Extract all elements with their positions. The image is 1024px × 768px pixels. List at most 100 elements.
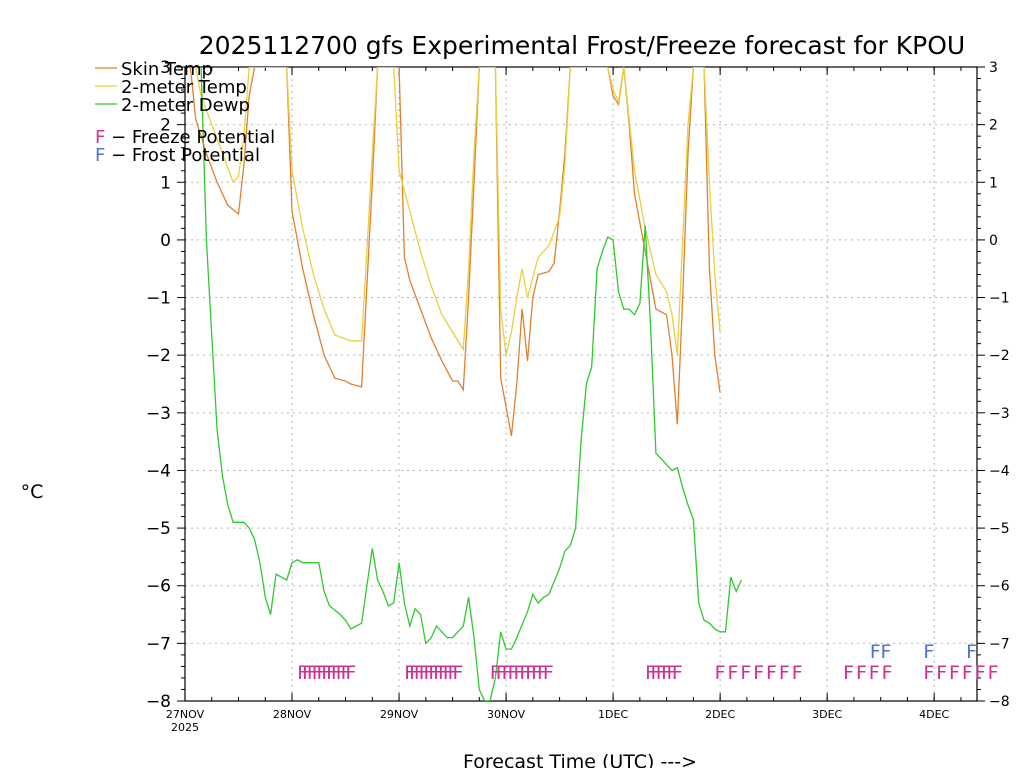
freeze-marker: F — [962, 662, 973, 684]
legend-label: 2-meter Dewp — [121, 95, 250, 116]
left-tick-label: 1 — [160, 173, 171, 193]
x-tick-label: 2DEC — [705, 708, 735, 721]
left-tick-label: −7 — [146, 634, 171, 654]
freeze-marker: F — [740, 662, 751, 684]
freeze-marker: F — [331, 662, 342, 684]
freeze-marker: F — [650, 662, 661, 684]
freeze-marker: F — [656, 662, 667, 684]
freeze-marker: F — [433, 662, 444, 684]
x-tick-label: 1DEC — [598, 708, 628, 721]
freeze-marker: F — [715, 662, 726, 684]
right-y-axis-ticks: 3 2 1 0 −1 −2 −3 −4 −5 −6 −7 −8 — [977, 60, 1010, 710]
frost-marker: F — [881, 641, 892, 663]
freeze-marker: F — [779, 662, 790, 684]
left-y-axis-ticks: 3 2 1 0 −1 −2 −3 −4 −5 −6 −7 −8 — [146, 58, 185, 712]
freeze-marker: F — [502, 662, 513, 684]
freeze-marker: F — [923, 662, 934, 684]
freeze-marker: F — [988, 662, 999, 684]
freeze-marker: F — [882, 662, 893, 684]
legend-potential: F − Frost Potential — [95, 145, 260, 166]
freeze-marker: F — [490, 662, 501, 684]
freeze-marker: F — [537, 662, 548, 684]
series-line-skin-temp — [189, 67, 721, 437]
right-tick-label: −6 — [989, 579, 1010, 595]
freeze-marker: F — [404, 662, 415, 684]
right-tick-label: −1 — [989, 291, 1010, 307]
grid-lines — [185, 67, 977, 701]
freeze-marker: F — [667, 662, 678, 684]
freeze-marker: F — [525, 662, 536, 684]
freeze-marker: F — [975, 662, 986, 684]
freeze-marker: F — [438, 662, 449, 684]
left-tick-label: −3 — [146, 404, 171, 424]
right-tick-label: −3 — [989, 406, 1010, 422]
series-lines — [189, 67, 743, 701]
right-tick-label: 3 — [989, 60, 998, 76]
freeze-marker: F — [302, 662, 313, 684]
freeze-marker: F — [419, 662, 430, 684]
left-tick-label: −4 — [146, 461, 171, 481]
freeze-marker: F — [949, 662, 960, 684]
left-tick-label: −8 — [146, 692, 171, 712]
left-tick-label: −5 — [146, 519, 171, 539]
freeze-marker: F — [448, 662, 459, 684]
freeze-marker: F — [409, 662, 420, 684]
freeze-marker: F — [543, 662, 554, 684]
left-tick-label: 0 — [160, 231, 171, 251]
x-tick-label: 4DEC — [919, 708, 949, 721]
freeze-marker: F — [728, 662, 739, 684]
freeze-marker: F — [753, 662, 764, 684]
x-tick-sublabel: 2025 — [171, 721, 199, 734]
freeze-marker: F — [414, 662, 425, 684]
legend-potential-text: − Frost Potential — [105, 145, 260, 166]
freeze-marker: F — [443, 662, 454, 684]
freeze-marker: F — [424, 662, 435, 684]
freeze-marker: F — [661, 662, 672, 684]
freeze-marker: F — [531, 662, 542, 684]
freeze-marker: F — [336, 662, 347, 684]
right-tick-label: 0 — [989, 233, 998, 249]
freeze-marker: F — [508, 662, 519, 684]
frost-marker: F — [966, 641, 977, 663]
plot-frame — [184, 66, 978, 702]
freeze-marker: F — [766, 662, 777, 684]
freeze-marker: F — [317, 662, 328, 684]
right-tick-label: −5 — [989, 521, 1010, 537]
x-tick-label: 27NOV — [166, 708, 205, 721]
freeze-marker: F — [312, 662, 323, 684]
freeze-marker: F — [307, 662, 318, 684]
freeze-marker: F — [496, 662, 507, 684]
freeze-marker: F — [321, 662, 332, 684]
freeze-marker: F — [936, 662, 947, 684]
right-tick-label: 1 — [989, 175, 998, 191]
left-tick-label: 2 — [160, 116, 171, 136]
legend-label: Skin Temp — [121, 59, 213, 80]
frost-marker: F — [923, 641, 934, 663]
x-tick-label: 3DEC — [812, 708, 842, 721]
freeze-marker: F — [326, 662, 337, 684]
frost-marker: F — [870, 641, 881, 663]
right-tick-label: −4 — [989, 463, 1010, 479]
freeze-marker: F — [452, 662, 463, 684]
freeze-marker: F — [341, 662, 352, 684]
left-tick-label: −6 — [146, 577, 171, 597]
x-tick-label: 30NOV — [487, 708, 526, 721]
freeze-marker: F — [856, 662, 867, 684]
freeze-marker: F — [792, 662, 803, 684]
series-line-2-meter-temp — [195, 67, 721, 356]
freeze-marker: F — [513, 662, 524, 684]
freeze-marker: F — [519, 662, 530, 684]
series-line-2-meter-dewp — [200, 67, 743, 701]
right-tick-label: 2 — [989, 118, 998, 134]
freeze-marker: F — [869, 662, 880, 684]
left-tick-label: 3 — [160, 58, 171, 78]
legend-potential-symbol: F — [95, 145, 105, 166]
legend-potential: F − Freeze Potential — [95, 127, 275, 148]
left-tick-label: −2 — [146, 346, 171, 366]
right-tick-label: −8 — [989, 694, 1010, 710]
x-tick-label: 29NOV — [380, 708, 419, 721]
